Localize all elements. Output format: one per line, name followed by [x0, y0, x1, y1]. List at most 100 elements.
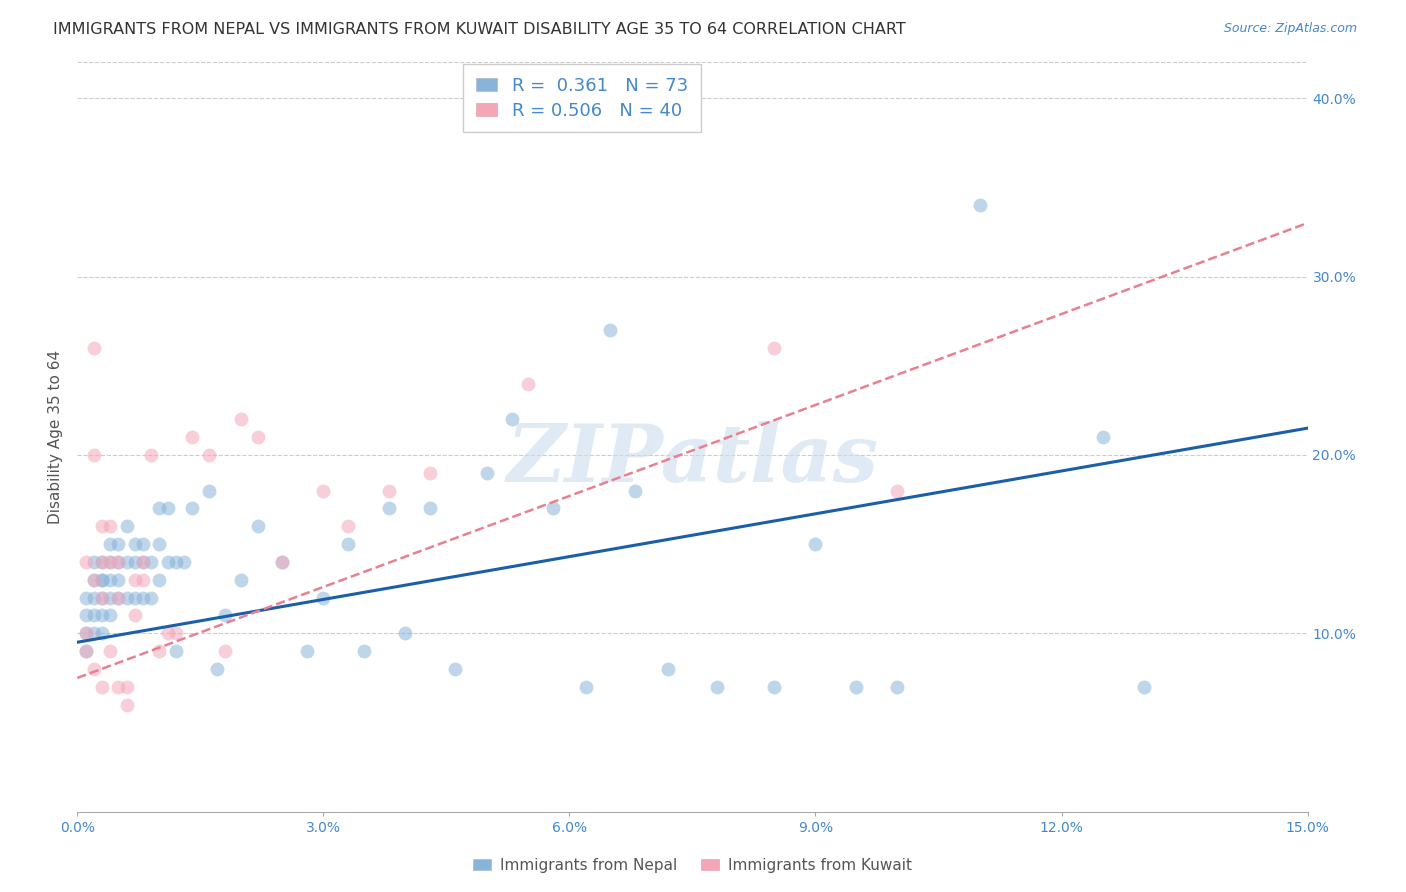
Point	[107, 537, 129, 551]
Point	[83, 626, 105, 640]
Point	[83, 608, 105, 623]
Point	[90, 555, 114, 569]
Point	[156, 555, 179, 569]
Point	[156, 501, 179, 516]
Text: ZIPatlas: ZIPatlas	[506, 421, 879, 499]
Point	[394, 626, 416, 640]
Point	[98, 608, 121, 623]
Point	[165, 644, 187, 658]
Point	[90, 626, 114, 640]
Point	[83, 573, 105, 587]
Point	[148, 501, 170, 516]
Point	[845, 680, 868, 694]
Point	[148, 537, 170, 551]
Point	[132, 573, 155, 587]
Point	[83, 341, 105, 355]
Point	[231, 412, 253, 426]
Point	[141, 555, 163, 569]
Point	[214, 644, 236, 658]
Point	[107, 573, 129, 587]
Point	[98, 519, 121, 533]
Point	[90, 608, 114, 623]
Point	[107, 591, 129, 605]
Point	[75, 608, 97, 623]
Point	[541, 501, 564, 516]
Point	[197, 448, 219, 462]
Y-axis label: Disability Age 35 to 64: Disability Age 35 to 64	[48, 350, 63, 524]
Point	[156, 626, 179, 640]
Point	[98, 644, 121, 658]
Point	[246, 519, 269, 533]
Point	[98, 555, 121, 569]
Point	[124, 591, 146, 605]
Point	[337, 519, 360, 533]
Point	[205, 662, 228, 676]
Point	[141, 448, 163, 462]
Point	[231, 573, 253, 587]
Point	[419, 501, 441, 516]
Text: IMMIGRANTS FROM NEPAL VS IMMIGRANTS FROM KUWAIT DISABILITY AGE 35 TO 64 CORRELAT: IMMIGRANTS FROM NEPAL VS IMMIGRANTS FROM…	[53, 22, 907, 37]
Point	[443, 662, 465, 676]
Point	[83, 555, 105, 569]
Point	[90, 573, 114, 587]
Point	[575, 680, 598, 694]
Point	[141, 591, 163, 605]
Point	[969, 198, 991, 212]
Point	[115, 591, 138, 605]
Point	[124, 608, 146, 623]
Point	[378, 501, 401, 516]
Point	[706, 680, 728, 694]
Point	[419, 466, 441, 480]
Point	[132, 591, 155, 605]
Point	[107, 680, 129, 694]
Point	[75, 644, 97, 658]
Point	[75, 591, 97, 605]
Point	[75, 626, 97, 640]
Point	[337, 537, 360, 551]
Text: Source: ZipAtlas.com: Source: ZipAtlas.com	[1223, 22, 1357, 36]
Point	[90, 680, 114, 694]
Point	[312, 483, 335, 498]
Point	[124, 537, 146, 551]
Point	[763, 680, 786, 694]
Point	[477, 466, 499, 480]
Point	[886, 483, 908, 498]
Point	[148, 644, 170, 658]
Point	[132, 555, 155, 569]
Point	[124, 573, 146, 587]
Point	[295, 644, 318, 658]
Point	[378, 483, 401, 498]
Point	[246, 430, 269, 444]
Point	[124, 555, 146, 569]
Point	[197, 483, 219, 498]
Point	[181, 501, 204, 516]
Point	[107, 591, 129, 605]
Point	[83, 573, 105, 587]
Point	[214, 608, 236, 623]
Point	[886, 680, 908, 694]
Legend: Immigrants from Nepal, Immigrants from Kuwait: Immigrants from Nepal, Immigrants from K…	[467, 852, 918, 879]
Point	[132, 555, 155, 569]
Point	[804, 537, 827, 551]
Point	[657, 662, 679, 676]
Point	[148, 573, 170, 587]
Point	[1091, 430, 1114, 444]
Point	[90, 573, 114, 587]
Point	[517, 376, 540, 391]
Point	[75, 555, 97, 569]
Point	[98, 555, 121, 569]
Point	[271, 555, 294, 569]
Point	[1132, 680, 1154, 694]
Point	[353, 644, 375, 658]
Point	[107, 555, 129, 569]
Point	[165, 626, 187, 640]
Point	[115, 698, 138, 712]
Point	[90, 519, 114, 533]
Point	[115, 680, 138, 694]
Point	[599, 323, 621, 337]
Point	[98, 537, 121, 551]
Point	[173, 555, 195, 569]
Point	[115, 555, 138, 569]
Point	[83, 591, 105, 605]
Point	[181, 430, 204, 444]
